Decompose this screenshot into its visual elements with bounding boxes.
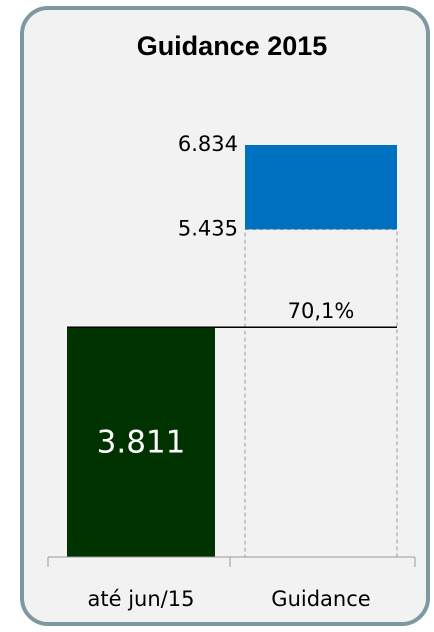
chart-title: Guidance 2015 bbox=[137, 31, 328, 61]
x-tick-label: Guidance bbox=[271, 587, 370, 611]
range-bar bbox=[245, 145, 397, 230]
bar-value-label: 3.811 bbox=[97, 425, 186, 461]
bar bbox=[67, 327, 215, 557]
x-tick-label: até jun/15 bbox=[88, 587, 195, 611]
range-high-label: 6.834 bbox=[178, 132, 238, 156]
range-low-label: 5.435 bbox=[178, 216, 238, 240]
annotation: 70,1% bbox=[288, 299, 355, 323]
